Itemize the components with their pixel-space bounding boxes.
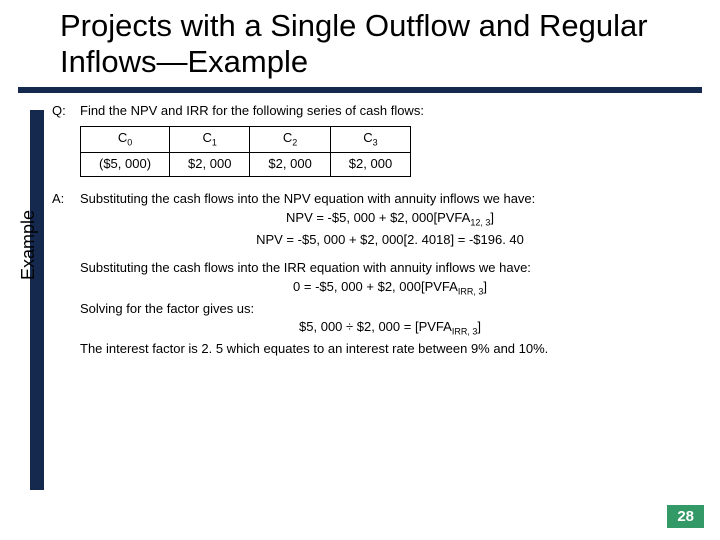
table-header: C0 [81,127,170,153]
question-label: Q: [52,103,80,118]
npv-eq2: NPV = -$5, 000 + $2, 000[2. 4018] = -$19… [80,232,700,249]
answer-p2: Substituting the cash flows into the IRR… [80,260,700,277]
eq-text: NPV = -$5, 000 + $2, 000[PVFA [286,210,470,225]
h-sub: 3 [373,138,378,148]
irr-eq1: 0 = -$5, 000 + $2, 000[PVFAIRR, 3] [80,279,700,298]
answer-p1: Substituting the cash flows into the NPV… [80,191,700,208]
h-base: C [203,130,212,145]
eq-sub: 12, 3 [470,218,490,228]
table-cell: ($5, 000) [81,153,170,177]
answer-p3: Solving for the factor gives us: [80,301,700,318]
question-body: Find the NPV and IRR for the following s… [80,103,700,185]
h-sub: 1 [212,138,217,148]
table-header: C2 [250,127,330,153]
slide-title: Projects with a Single Outflow and Regul… [60,8,700,79]
eq-text: $5, 000 ÷ $2, 000 = [PVFA [299,319,452,334]
content-area: Q: Find the NPV and IRR for the followin… [0,93,720,373]
question-text: Find the NPV and IRR for the following s… [80,103,424,118]
eq-sub: IRR, 3 [458,287,484,297]
eq-text: 0 = -$5, 000 + $2, 000[PVFA [293,279,458,294]
title-area: Projects with a Single Outflow and Regul… [0,0,720,85]
eq-text: ] [483,279,487,294]
table-cell: $2, 000 [170,153,250,177]
table-header: C1 [170,127,250,153]
eq-text: ] [490,210,494,225]
h-base: C [363,130,372,145]
answer-row: A: Substituting the cash flows into the … [52,191,700,357]
answer-body: Substituting the cash flows into the NPV… [80,191,700,357]
table-row: C0 C1 C2 C3 [81,127,411,153]
h-base: C [283,130,292,145]
h-sub: 0 [127,138,132,148]
eq-sub: IRR, 3 [452,327,478,337]
spacer [80,250,700,260]
answer-label: A: [52,191,80,206]
cashflow-table: C0 C1 C2 C3 ($5, 000) $2, 000 $2, 000 $2… [80,126,411,177]
table-row: ($5, 000) $2, 000 $2, 000 $2, 000 [81,153,411,177]
npv-eq1: NPV = -$5, 000 + $2, 000[PVFA12, 3] [80,210,700,229]
table-cell: $2, 000 [250,153,330,177]
h-base: C [118,130,127,145]
table-cell: $2, 000 [330,153,410,177]
answer-p4: The interest factor is 2. 5 which equate… [80,341,700,358]
eq-text: ] [477,319,481,334]
h-sub: 2 [292,138,297,148]
page-number: 28 [667,505,704,528]
irr-eq2: $5, 000 ÷ $2, 000 = [PVFAIRR, 3] [80,319,700,338]
table-header: C3 [330,127,410,153]
question-row: Q: Find the NPV and IRR for the followin… [52,103,700,185]
